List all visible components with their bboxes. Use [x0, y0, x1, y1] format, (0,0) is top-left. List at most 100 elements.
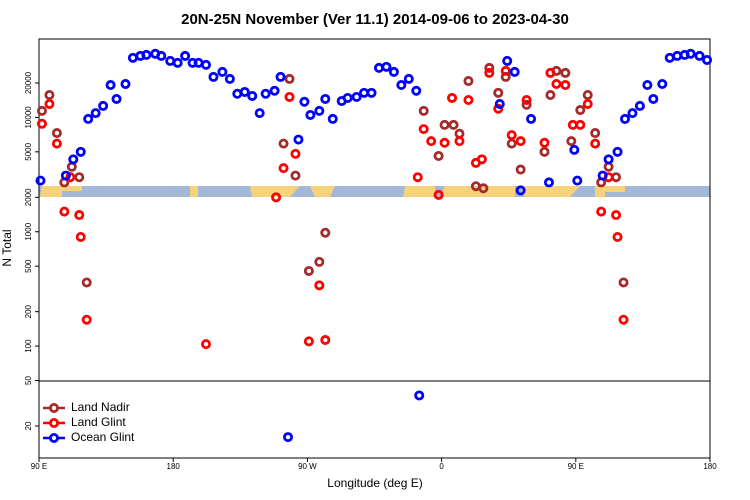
- data-point: [439, 119, 450, 130]
- data-point: [314, 105, 325, 116]
- x-tick-label: 180: [703, 462, 717, 471]
- data-point: [418, 105, 429, 116]
- data-point: [303, 336, 314, 347]
- data-point: [620, 113, 631, 124]
- data-point: [51, 128, 62, 139]
- data-point: [648, 93, 659, 104]
- data-point: [702, 54, 713, 65]
- data-point: [275, 71, 286, 82]
- x-tick-label: 90 E: [568, 462, 584, 471]
- data-point: [299, 96, 310, 107]
- y-tick-label: 100: [24, 339, 33, 353]
- data-point: [254, 108, 265, 119]
- data-point: [314, 280, 325, 291]
- data-point: [314, 256, 325, 267]
- data-point: [247, 90, 258, 101]
- data-point: [36, 105, 47, 116]
- data-point: [572, 175, 583, 186]
- data-point: [284, 91, 295, 102]
- data-point: [590, 128, 601, 139]
- y-tick-label: 1000: [24, 222, 33, 240]
- data-point: [539, 146, 550, 157]
- data-point: [500, 65, 511, 76]
- data-point: [342, 92, 353, 103]
- data-point: [201, 339, 212, 350]
- data-point: [566, 136, 577, 147]
- data-point: [545, 90, 556, 101]
- x-tick-label: 0: [439, 462, 444, 471]
- data-point: [612, 146, 623, 157]
- data-point: [51, 138, 62, 149]
- data-point: [494, 98, 505, 109]
- data-point: [694, 50, 705, 61]
- data-point: [560, 67, 571, 78]
- data-point: [278, 163, 289, 174]
- data-point: [269, 85, 280, 96]
- data-point: [582, 98, 593, 109]
- data-point: [509, 66, 520, 77]
- data-point: [515, 164, 526, 175]
- data-point: [208, 71, 219, 82]
- data-point: [685, 48, 696, 59]
- data-point: [493, 103, 504, 114]
- legend-marker: [49, 432, 60, 443]
- data-point: [320, 227, 331, 238]
- y-axis-label: N Total: [0, 229, 14, 266]
- legend-label: Ocean Glint: [71, 430, 135, 444]
- data-point: [403, 73, 414, 84]
- data-point: [484, 62, 495, 73]
- data-point: [98, 100, 109, 111]
- data-point: [81, 277, 92, 288]
- data-point: [484, 67, 495, 78]
- data-point: [582, 90, 593, 101]
- data-point: [476, 154, 487, 165]
- data-point: [627, 108, 638, 119]
- data-point: [672, 50, 683, 61]
- data-point: [463, 94, 474, 105]
- x-tick-label: 180: [167, 462, 181, 471]
- y-tick-label: 500: [24, 259, 33, 273]
- chart-title: 20N-25N November (Ver 11.1) 2014-09-06 t…: [181, 11, 569, 28]
- plot-frame: [38, 38, 711, 459]
- data-point: [478, 183, 489, 194]
- data-point: [493, 87, 504, 98]
- y-tick-label: 10000: [24, 106, 33, 129]
- data-point: [74, 172, 85, 183]
- x-axis-label: Longitude (deg E): [327, 476, 422, 490]
- y-tick-label: 200: [24, 304, 33, 318]
- data-point: [506, 130, 517, 141]
- data-point: [66, 161, 77, 172]
- data-point: [239, 86, 250, 97]
- data-point: [36, 118, 47, 129]
- data-point: [575, 119, 586, 130]
- data-point: [433, 150, 444, 161]
- data-point: [59, 206, 70, 217]
- data-point: [526, 113, 537, 124]
- data-point: [90, 108, 101, 119]
- data-point: [412, 172, 423, 183]
- data-point: [105, 80, 116, 91]
- data-point: [44, 90, 55, 101]
- data-point: [569, 144, 580, 155]
- data-point: [657, 78, 668, 89]
- data-point: [596, 206, 607, 217]
- data-point: [447, 92, 458, 103]
- data-point: [515, 136, 526, 147]
- data-point: [141, 49, 152, 60]
- data-point: [521, 94, 532, 105]
- data-point: [284, 73, 295, 84]
- data-point: [433, 189, 444, 200]
- data-point: [224, 73, 235, 84]
- data-point: [290, 170, 301, 181]
- data-point: [388, 66, 399, 77]
- data-point: [60, 170, 71, 181]
- y-tick-label: 20: [24, 421, 33, 430]
- data-point: [463, 76, 474, 87]
- data-point: [366, 87, 377, 98]
- data-point: [515, 185, 526, 196]
- data-point: [320, 335, 331, 346]
- data-point: [611, 210, 622, 221]
- data-point: [180, 50, 191, 61]
- data-point: [201, 59, 212, 70]
- y-tick-label: 5000: [24, 142, 33, 160]
